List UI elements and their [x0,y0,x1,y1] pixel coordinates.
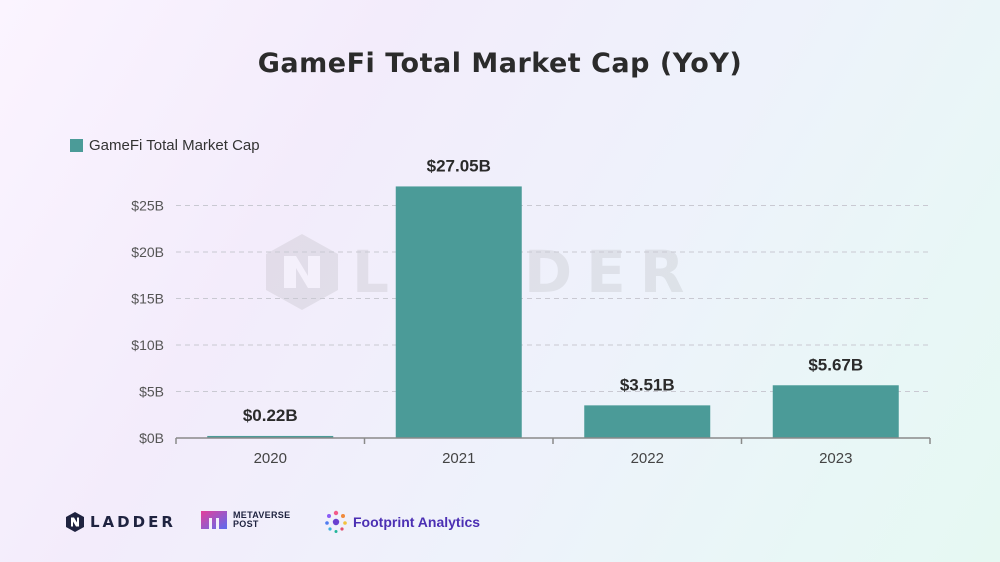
footprint-analytics-logo: Footprint Analytics [324,510,480,534]
ladder-logo-text: LADDER [90,513,176,531]
x-tick-label: 2021 [442,450,475,467]
footer-logos: LADDER METAVERSE POST [0,506,1000,540]
ladder-logo: LADDER [66,512,176,532]
legend-swatch [70,139,83,152]
data-label: $27.05B [427,156,491,175]
y-tick-label: $0B [139,430,164,446]
legend-label: GameFi Total Market Cap [89,137,260,154]
bar-2021 [395,186,522,438]
x-tick-label: 2020 [254,450,287,467]
y-tick-label: $10B [131,337,164,353]
chart-title: GameFi Total Market Cap (YoY) [257,48,743,79]
footprint-analytics-text: Footprint Analytics [353,514,481,530]
bar-2020 [207,435,334,438]
metaverse-post-logo: METAVERSE POST [199,509,290,531]
x-tick-label: 2022 [631,450,664,467]
y-tick-label: $25B [131,198,164,214]
bar-2023 [772,385,899,438]
data-label: $5.67B [808,355,863,374]
data-label: $3.51B [620,375,675,394]
bar-2022 [584,405,711,438]
footprint-analytics-icon [325,510,347,533]
chart-legend: GameFi Total Market Cap [70,137,260,154]
metaverse-post-line-2: POST [233,519,259,529]
y-tick-label: $20B [131,244,164,260]
metaverse-post-text: METAVERSE POST [233,511,290,529]
ladder-logo-icon [66,512,84,532]
y-tick-label: $15B [131,291,164,307]
y-tick-label: $5B [139,384,164,400]
data-label: $0.22B [243,406,298,425]
metaverse-post-line-1: METAVERSE [233,510,291,520]
metaverse-post-icon [201,511,227,529]
x-tick-label: 2023 [819,450,852,467]
ladder-watermark-icon [266,234,338,310]
